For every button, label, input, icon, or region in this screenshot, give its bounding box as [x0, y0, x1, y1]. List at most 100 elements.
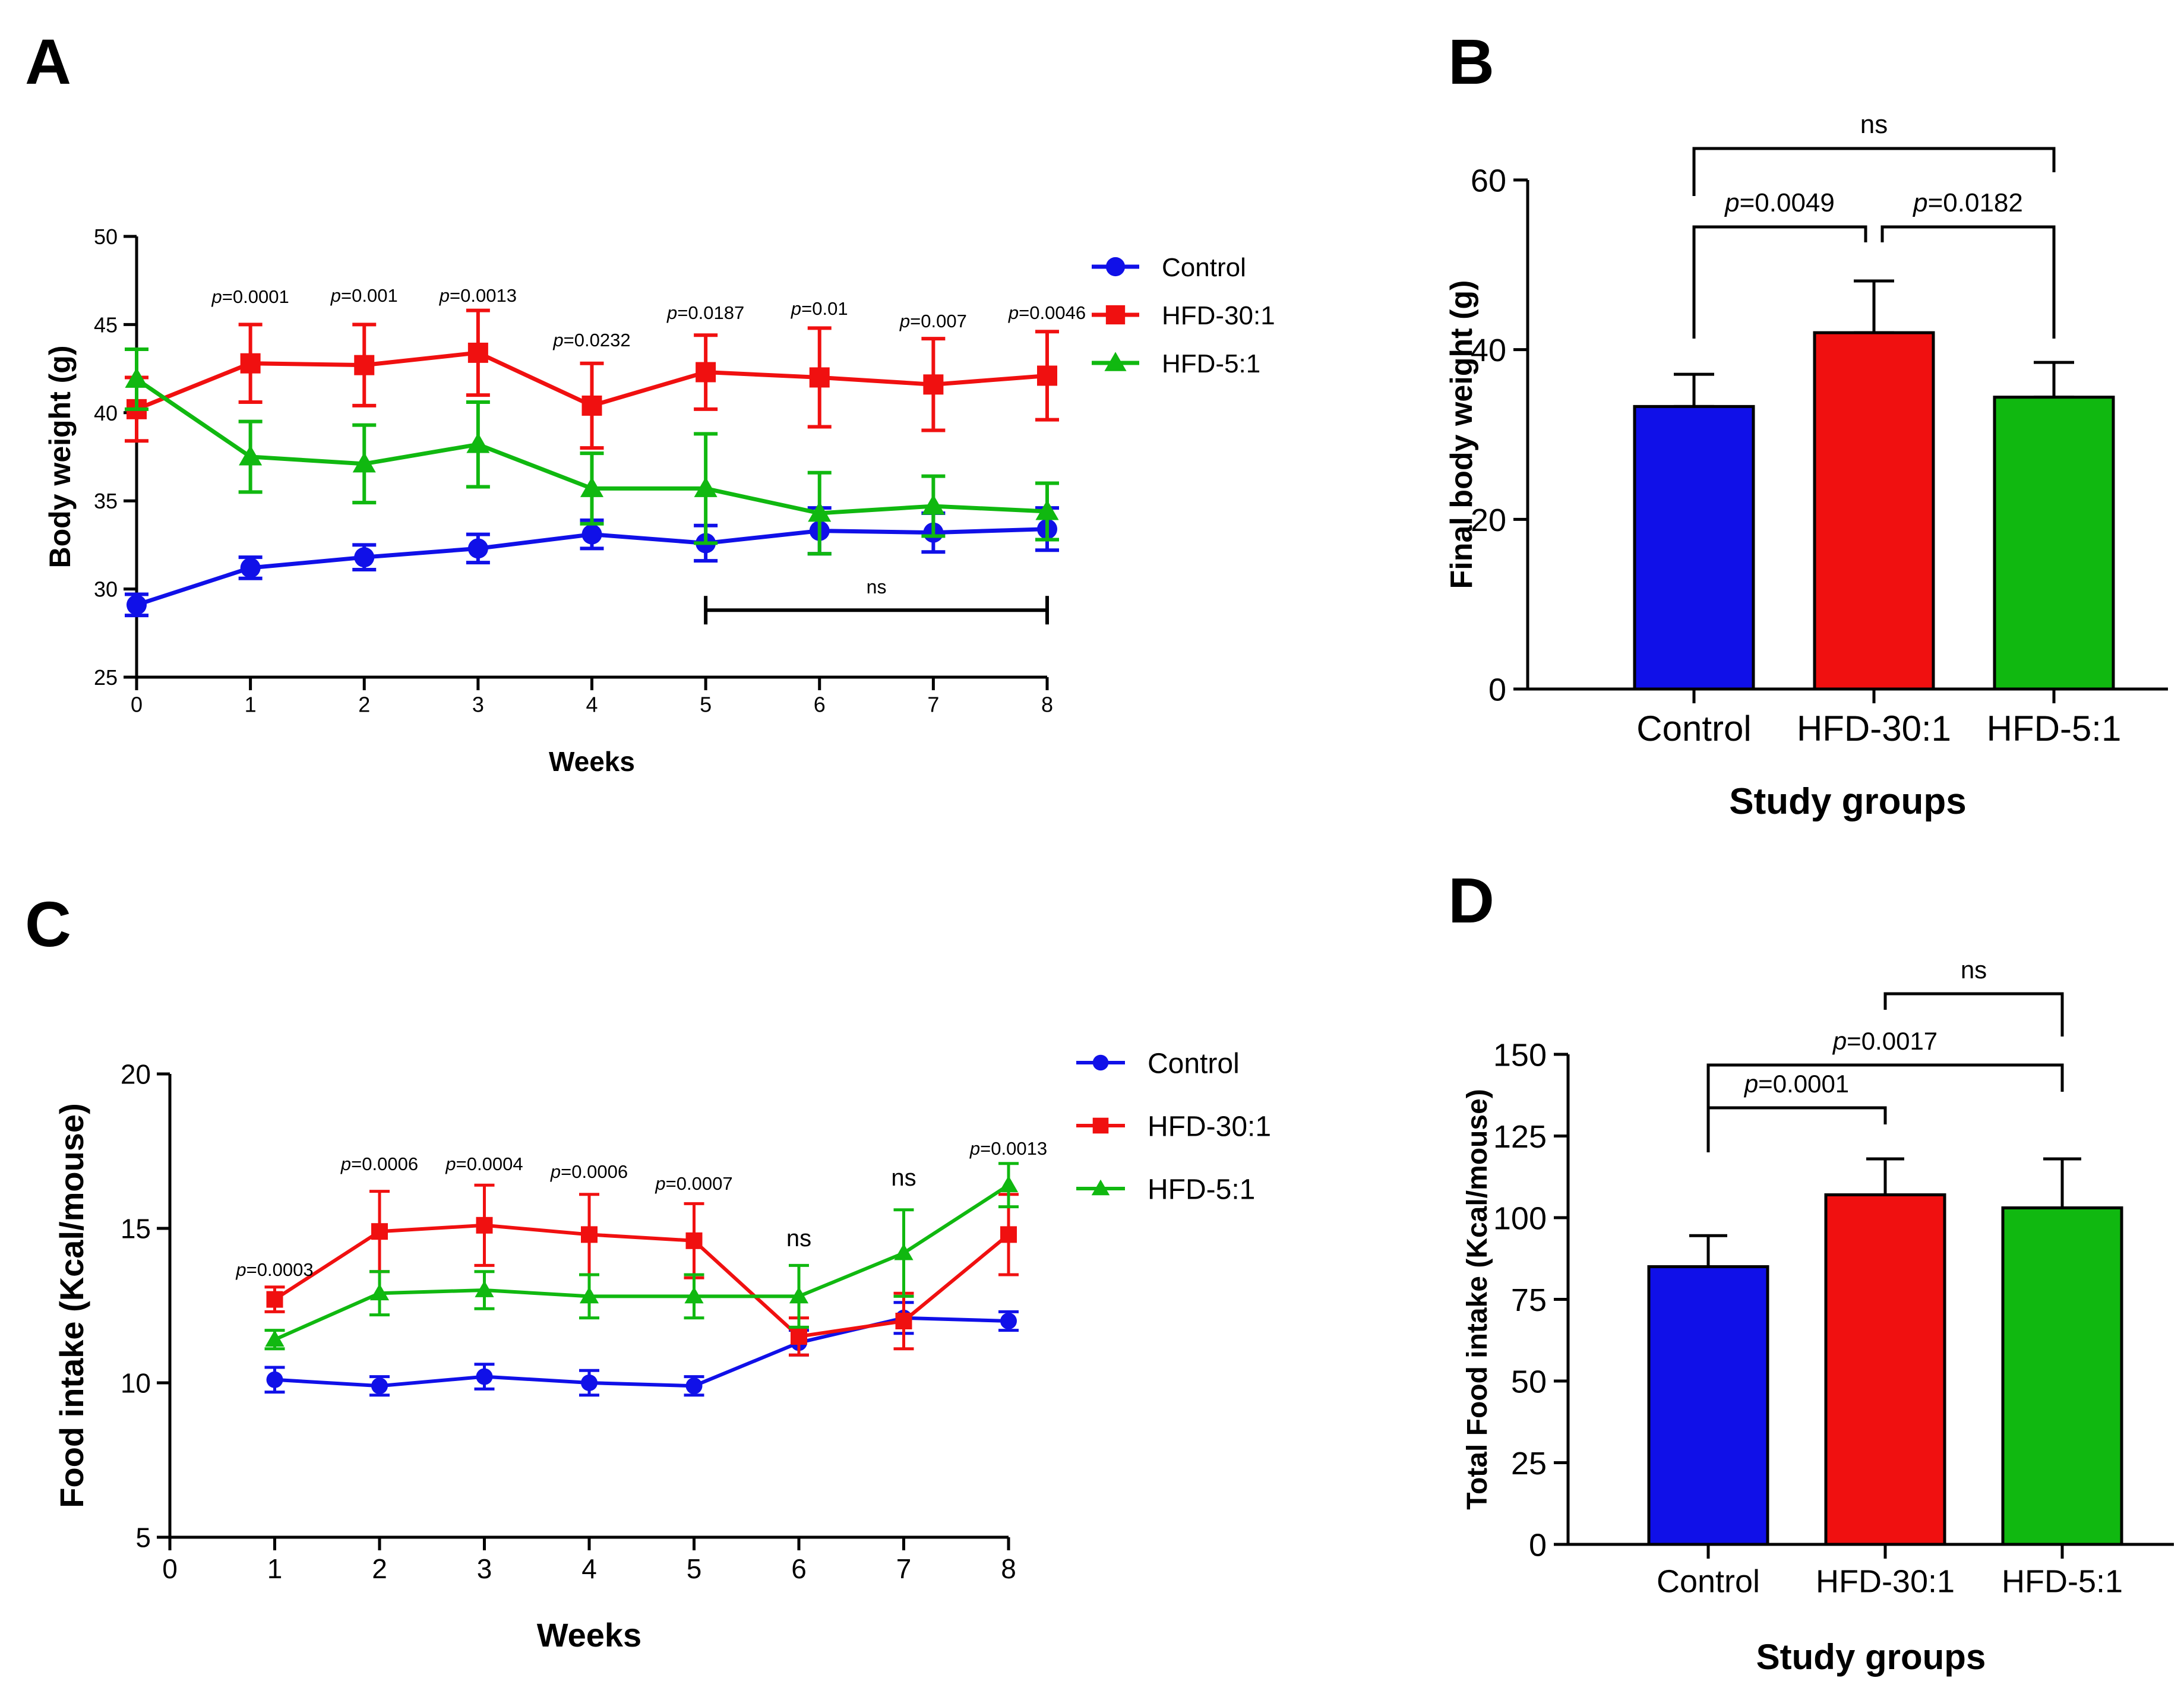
y-tick-label: 20 — [121, 1059, 151, 1090]
y-tick-label: 40 — [94, 401, 118, 425]
p-symbol: p — [969, 1138, 980, 1159]
x-axis-title: Study groups — [1729, 781, 1967, 822]
error-bar — [1674, 372, 1714, 408]
data-point — [581, 1226, 598, 1243]
p-symbol: p — [235, 1259, 246, 1280]
comparison-bracket — [1692, 147, 2056, 196]
comparison-label: p=0.0182 — [1912, 188, 2023, 217]
data-point — [240, 353, 261, 374]
series-line — [274, 1183, 1010, 1341]
data-point — [581, 395, 602, 416]
data-point — [125, 367, 148, 388]
y-tick-label: 5 — [135, 1522, 151, 1553]
p-value-annotation: p=0.0007 — [655, 1173, 732, 1194]
comparison-bracket — [1706, 1106, 1887, 1152]
y-tick-label: 25 — [1511, 1446, 1547, 1481]
data-point — [266, 1291, 283, 1308]
bar-hfd-5-1 — [2001, 1206, 2123, 1546]
p-value-text: =0.0049 — [1740, 188, 1835, 217]
data-point — [371, 1377, 388, 1395]
p-value-annotation: p=0.007 — [899, 311, 967, 331]
y-axis-title: Food intake (Kcal/mouse) — [53, 1103, 90, 1508]
error-bar — [1866, 1157, 1904, 1196]
x-category-label: Control — [1636, 709, 1751, 748]
data-point — [895, 1313, 912, 1329]
p-symbol: p — [899, 311, 910, 331]
panel-c-chart: 5 10 15 20 0 1 2 3 4 5 6 7 8 Weeks Food intake (Kcal/m… — [53, 1048, 1271, 1654]
p-symbol: p — [1912, 188, 1927, 217]
p-symbol: p — [1724, 188, 1739, 217]
data-point — [694, 476, 718, 497]
legend-entry: HFD-30:1 — [1162, 301, 1275, 330]
data-point — [1037, 365, 1057, 386]
x-axis-title: Weeks — [537, 1616, 641, 1654]
p-symbol: p — [666, 302, 677, 323]
x-tick-label: 8 — [1001, 1553, 1016, 1584]
comparison-bracket — [1706, 1063, 2064, 1133]
p-value-text: ns — [1961, 956, 1987, 984]
comparison-label: p=0.0049 — [1724, 188, 1835, 217]
x-tick-label: 2 — [358, 693, 370, 717]
p-symbol: p — [1008, 302, 1019, 323]
data-point — [685, 1232, 703, 1249]
data-point — [475, 1280, 494, 1297]
legend-entry: Control — [1162, 253, 1246, 282]
data-point — [476, 1368, 493, 1385]
data-point — [809, 367, 830, 388]
p-value-text: =0.007 — [910, 311, 967, 331]
p-value-text: =0.0017 — [1847, 1027, 1938, 1055]
panel-d-chart: 0 25 50 75 100 125 150 Control HFD-30:1 HFD-5:1 St… — [1462, 956, 2174, 1677]
data-point — [580, 476, 604, 497]
x-tick-label: 2 — [372, 1553, 387, 1584]
panel-label-a: A — [25, 26, 71, 97]
comparison-bracket — [1880, 225, 2056, 339]
y-axis-title: Total Food intake (Kcal/mouse) — [1462, 1089, 1493, 1510]
data-point — [240, 557, 261, 578]
p-value-annotation: p=0.0006 — [550, 1161, 628, 1182]
data-point — [894, 1243, 914, 1260]
series-line — [273, 1223, 1010, 1339]
x-tick-label: 0 — [162, 1553, 178, 1584]
series-hfd-30-1 — [264, 1183, 1019, 1357]
bar-hfd-30-1 — [1824, 1193, 1946, 1546]
x-tick-label: 6 — [791, 1553, 807, 1584]
p-value-annotation: p=0.0013 — [969, 1138, 1047, 1159]
y-tick-label: 20 — [1471, 503, 1506, 538]
data-point — [239, 445, 263, 466]
data-point — [354, 355, 375, 375]
y-tick-label: 25 — [94, 665, 118, 690]
p-symbol: p — [552, 330, 563, 350]
p-value-annotation: p=0.0004 — [445, 1154, 523, 1174]
y-tick-label: 125 — [1493, 1119, 1547, 1155]
y-tick-label: 35 — [94, 489, 118, 513]
series-hfd-5-1 — [125, 347, 1059, 556]
p-symbol: p — [1743, 1070, 1758, 1098]
series-hfd-5-1 — [264, 1162, 1019, 1351]
p-value-text: =0.0013 — [980, 1138, 1047, 1159]
panel-b-chart: 0 20 40 60 Control HFD-30:1 HFD-5:1 Study group… — [1445, 110, 2168, 822]
p-value-text: =0.0182 — [1928, 188, 2023, 217]
p-value-text: =0.001 — [341, 285, 398, 306]
comparison-bracket — [1692, 225, 1867, 339]
data-point — [466, 432, 490, 453]
p-symbol: p — [550, 1161, 561, 1182]
legend-marker — [1104, 352, 1127, 371]
x-category-label: Control — [1657, 1564, 1760, 1600]
comparison-bracket — [1883, 992, 2064, 1037]
p-value-text: =0.0006 — [351, 1154, 418, 1174]
y-tick-label: 150 — [1493, 1037, 1547, 1073]
p-symbol: p — [655, 1173, 665, 1194]
x-tick-label: 3 — [472, 693, 484, 717]
legend-marker — [1105, 305, 1126, 325]
data-point — [1000, 1226, 1017, 1243]
bar-control — [1647, 1265, 1769, 1546]
p-value-text: =0.0006 — [561, 1161, 628, 1182]
data-point — [265, 1330, 285, 1347]
p-value-text: ns — [786, 1225, 811, 1252]
panel-label-c: C — [25, 888, 71, 960]
legend-entry: Control — [1148, 1048, 1240, 1079]
data-point — [998, 1176, 1019, 1193]
data-point — [696, 362, 716, 383]
p-value-annotation: p=0.001 — [330, 285, 398, 306]
